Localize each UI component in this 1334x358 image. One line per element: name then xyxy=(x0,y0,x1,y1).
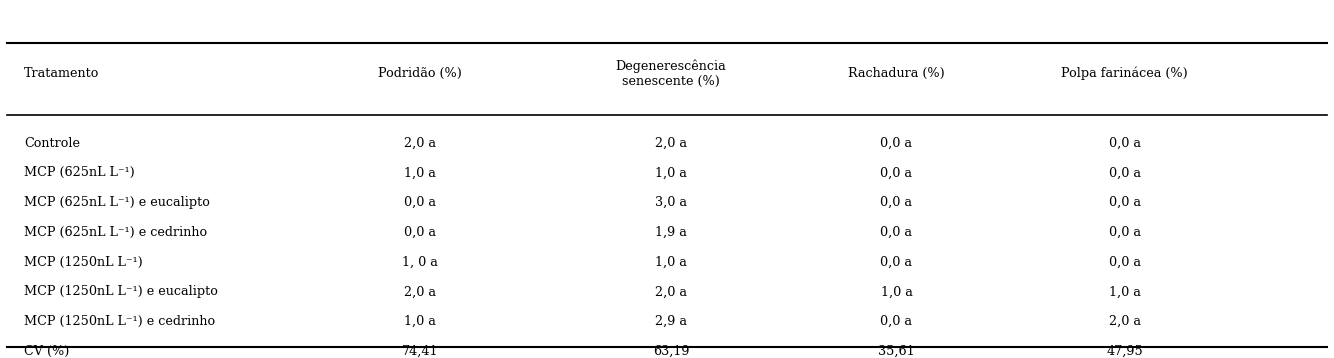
Text: 47,95: 47,95 xyxy=(1106,345,1143,358)
Text: 1,0 a: 1,0 a xyxy=(404,315,436,328)
Text: 1,9 a: 1,9 a xyxy=(655,226,687,239)
Text: 1,0 a: 1,0 a xyxy=(404,166,436,179)
Text: 1, 0 a: 1, 0 a xyxy=(403,256,438,268)
Text: 2,0 a: 2,0 a xyxy=(1109,315,1141,328)
Text: MCP (1250nL L⁻¹) e cedrinho: MCP (1250nL L⁻¹) e cedrinho xyxy=(24,315,215,328)
Text: MCP (625nL L⁻¹): MCP (625nL L⁻¹) xyxy=(24,166,135,179)
Text: 0,0 a: 0,0 a xyxy=(1109,166,1141,179)
Text: Tratamento: Tratamento xyxy=(24,67,100,80)
Text: 2,0 a: 2,0 a xyxy=(655,137,687,150)
Text: 0,0 a: 0,0 a xyxy=(880,256,912,268)
Text: 0,0 a: 0,0 a xyxy=(404,196,436,209)
Text: 0,0 a: 0,0 a xyxy=(1109,256,1141,268)
Text: 1,0 a: 1,0 a xyxy=(655,256,687,268)
Text: 63,19: 63,19 xyxy=(652,345,690,358)
Text: 35,61: 35,61 xyxy=(878,345,915,358)
Text: 3,0 a: 3,0 a xyxy=(655,196,687,209)
Text: 1,0 a: 1,0 a xyxy=(655,166,687,179)
Text: Controle: Controle xyxy=(24,137,80,150)
Text: Degenerescência
senescente (%): Degenerescência senescente (%) xyxy=(615,59,727,88)
Text: 0,0 a: 0,0 a xyxy=(404,226,436,239)
Text: 2,9 a: 2,9 a xyxy=(655,315,687,328)
Text: 0,0 a: 0,0 a xyxy=(1109,137,1141,150)
Text: 2,0 a: 2,0 a xyxy=(404,137,436,150)
Text: CV (%): CV (%) xyxy=(24,345,69,358)
Text: MCP (625nL L⁻¹) e cedrinho: MCP (625nL L⁻¹) e cedrinho xyxy=(24,226,207,239)
Text: Polpa farinácea (%): Polpa farinácea (%) xyxy=(1061,67,1189,80)
Text: MCP (1250nL L⁻¹): MCP (1250nL L⁻¹) xyxy=(24,256,143,268)
Text: MCP (1250nL L⁻¹) e eucalipto: MCP (1250nL L⁻¹) e eucalipto xyxy=(24,285,217,298)
Text: Rachadura (%): Rachadura (%) xyxy=(848,67,944,80)
Text: 1,0 a: 1,0 a xyxy=(880,285,912,298)
Text: 0,0 a: 0,0 a xyxy=(1109,196,1141,209)
Text: 0,0 a: 0,0 a xyxy=(880,226,912,239)
Text: 0,0 a: 0,0 a xyxy=(880,137,912,150)
Text: 0,0 a: 0,0 a xyxy=(880,196,912,209)
Text: 2,0 a: 2,0 a xyxy=(404,285,436,298)
Text: 74,41: 74,41 xyxy=(402,345,439,358)
Text: MCP (625nL L⁻¹) e eucalipto: MCP (625nL L⁻¹) e eucalipto xyxy=(24,196,209,209)
Text: 0,0 a: 0,0 a xyxy=(1109,226,1141,239)
Text: 2,0 a: 2,0 a xyxy=(655,285,687,298)
Text: 1,0 a: 1,0 a xyxy=(1109,285,1141,298)
Text: 0,0 a: 0,0 a xyxy=(880,315,912,328)
Text: 0,0 a: 0,0 a xyxy=(880,166,912,179)
Text: Podridão (%): Podridão (%) xyxy=(379,67,462,80)
